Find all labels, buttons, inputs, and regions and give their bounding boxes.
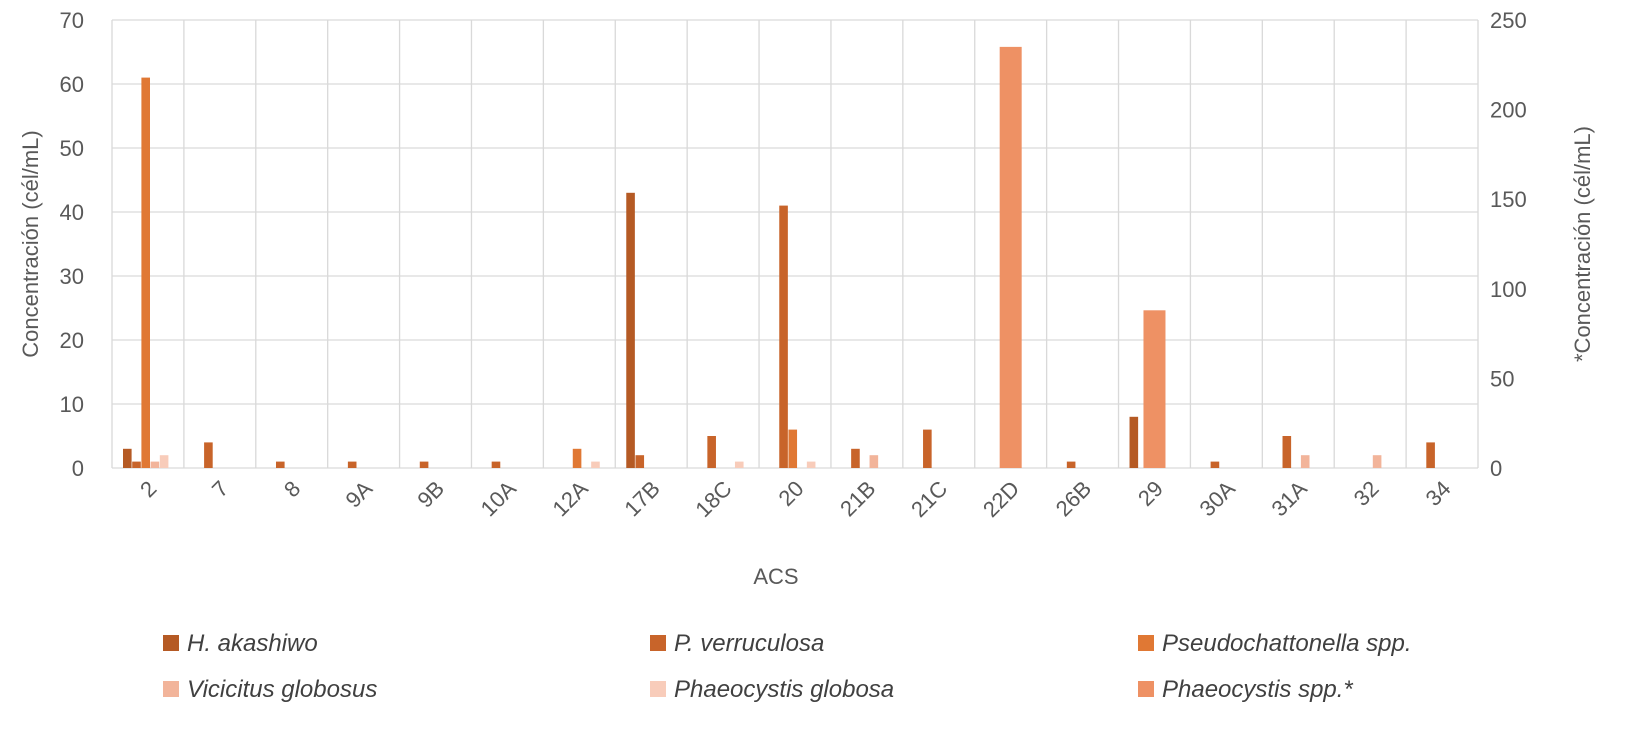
bar-pseudochattonella-spp--20 [788,429,798,468]
y-tick-label: 0 [72,456,84,481]
y-tick-label: 50 [60,136,84,161]
bar-vicicitus-globosus-21b [869,455,879,468]
x-tick-label: 9A [340,476,377,513]
bar-p-verruculosa-31a [1282,436,1292,468]
bar-p-verruculosa-9b [419,461,429,468]
bar-p-verruculosa-2 [132,461,141,468]
x-tick-label: 30A [1195,476,1241,522]
x-tick-label: 29 [1133,476,1168,511]
y2-tick-label: 0 [1490,456,1502,481]
bar-p-verruculosa-9a [347,461,357,468]
x-tick-label: 21C [906,476,952,522]
bar-pseudochattonella-spp--12a [572,448,582,468]
y2-tick-label: 250 [1490,8,1527,33]
bar-phaeocystis-globosa-18c [734,461,744,468]
legend-label: Phaeocystis spp.* [1162,676,1353,703]
bar-p-verruculosa-21b [851,448,860,468]
legend-label: Vicicitus globosus [187,676,377,703]
axis-layer: 0 10 20 30 40 50 60 70 0 50 100 150 200 250 2 7 8 9A 9B 10A… [18,8,1595,589]
y2-tick-label: 200 [1490,98,1527,123]
bar-phaeocystis-globosa-12a [591,461,600,468]
bar-p-verruculosa-8 [275,461,285,468]
legend-layer: H. akashiwo P. verruculosa Pseudochattonel… [163,630,1412,703]
legend-swatch [163,635,179,651]
bar-p-verruculosa-18c [707,436,716,468]
bar-p-verruculosa-20 [779,205,788,468]
legend-swatch [650,681,666,697]
x-tick-label: 18C [690,476,736,522]
legend-swatch [163,681,179,697]
y2-axis-title: *Concentración (cél/mL) [1570,126,1595,362]
x-tick-label: 8 [279,476,305,502]
x-tick-label: 26B [1051,476,1096,521]
bar-phaeocystis-globosa-2 [159,455,169,468]
legend-label: H. akashiwo [187,630,318,657]
x-axis-title: ACS [753,564,798,589]
bar-layer [123,46,1435,469]
bar-p-verruculosa-30a [1210,461,1220,468]
legend-swatch [650,635,666,651]
legend-swatch [1138,681,1154,697]
bar-p-verruculosa-21c [923,429,932,468]
y-tick-label: 30 [60,264,84,289]
y-tick-label: 60 [60,72,84,97]
bar-phaeocystis-spp--22d [999,46,1022,468]
y-tick-label: 70 [60,8,84,33]
bar-p-verruculosa-26b [1066,461,1076,468]
y-tick-label: 20 [60,328,84,353]
x-tick-label: 10A [476,476,522,522]
y2-tick-label: 150 [1490,187,1527,212]
y2-tick-label: 100 [1490,277,1527,302]
x-tick-label: 2 [135,476,161,502]
x-tick-label: 7 [207,476,233,502]
x-tick-label: 9B [412,476,449,513]
y-tick-label: 40 [60,200,84,225]
legend-label: P. verruculosa [674,630,824,657]
bar-vicicitus-globosus-32 [1372,455,1382,468]
bar-p-verruculosa-17b [635,455,645,468]
bar-h-akashiwo-29 [1129,416,1139,468]
x-tick-label: 17B [619,476,664,521]
bar-p-verruculosa-10a [491,461,501,468]
y2-tick-label: 50 [1490,366,1514,391]
bar-phaeocystis-spp--29 [1143,310,1166,468]
x-tick-label: 32 [1349,476,1384,511]
x-tick-label: 34 [1421,476,1456,511]
y-axis-title: Concentración (cél/mL) [18,130,43,357]
legend-swatch [1138,635,1154,651]
grid-layer [111,19,1479,469]
bar-p-verruculosa-34 [1426,442,1435,468]
y-tick-label: 10 [60,392,84,417]
bar-phaeocystis-globosa-20 [806,461,816,468]
bar-p-verruculosa-7 [204,442,213,468]
bar-h-akashiwo-2 [123,448,132,468]
x-tick-label: 20 [774,476,809,511]
legend-label: Phaeocystis globosa [674,676,894,703]
legend-label: Pseudochattonella spp. [1162,630,1412,657]
bar-h-akashiwo-17b [626,192,635,469]
bar-vicicitus-globosus-31a [1300,455,1310,468]
x-tick-label: 21B [835,476,880,521]
x-tick-label: 22D [978,476,1024,522]
x-tick-label: 12A [547,476,593,522]
x-tick-label: 31A [1266,476,1312,522]
bar-pseudochattonella-spp--2 [141,77,150,468]
bar-vicicitus-globosus-2 [150,461,160,468]
